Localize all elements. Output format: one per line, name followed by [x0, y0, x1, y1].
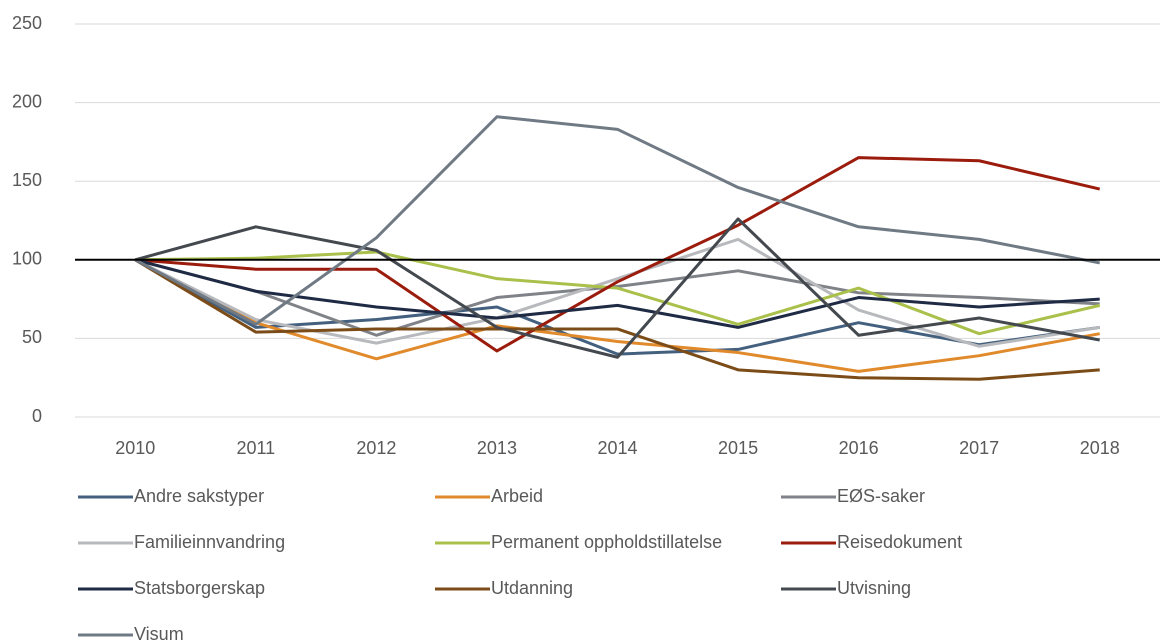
- x-tick-label: 2016: [839, 438, 879, 458]
- y-tick-label: 50: [22, 327, 42, 347]
- y-tick-label: 100: [12, 249, 42, 269]
- series-line: [134, 258, 1100, 356]
- y-tick-label: 250: [12, 13, 42, 33]
- series-line: [134, 258, 1100, 381]
- x-tick-label: 2012: [356, 438, 396, 458]
- legend-label: Utvisning: [837, 578, 911, 598]
- x-tick-label: 2011: [236, 438, 275, 458]
- legend-label: Utdanning: [491, 578, 573, 598]
- x-tick-label: 2018: [1080, 438, 1120, 458]
- series-line: [135, 156, 1101, 353]
- x-tick-label: 2010: [115, 438, 155, 458]
- legend-label: EØS-saker: [837, 486, 925, 506]
- legend-label: Arbeid: [491, 486, 543, 506]
- legend-label: Statsborgerskap: [134, 578, 265, 598]
- legend-label: Visum: [134, 624, 184, 643]
- series-line: [134, 217, 1100, 359]
- legend-label: Reisedokument: [837, 532, 962, 552]
- x-tick-label: 2013: [477, 438, 517, 458]
- x-tick-label: 2017: [959, 438, 999, 458]
- legend-label: Permanent oppholdstillatelse: [491, 532, 722, 552]
- series-line: [134, 258, 1100, 337]
- series-line: [134, 237, 1100, 348]
- series-line: [134, 115, 1101, 326]
- legend-label: Andre sakstyper: [134, 486, 264, 506]
- series-line: [135, 250, 1101, 336]
- legend-label: Familieinnvandring: [134, 532, 285, 552]
- y-tick-label: 150: [12, 170, 42, 190]
- x-tick-label: 2015: [718, 438, 758, 458]
- y-tick-label: 200: [12, 91, 42, 111]
- y-tick-label: 0: [32, 406, 42, 426]
- series-line: [134, 258, 1100, 373]
- x-tick-label: 2014: [597, 438, 637, 458]
